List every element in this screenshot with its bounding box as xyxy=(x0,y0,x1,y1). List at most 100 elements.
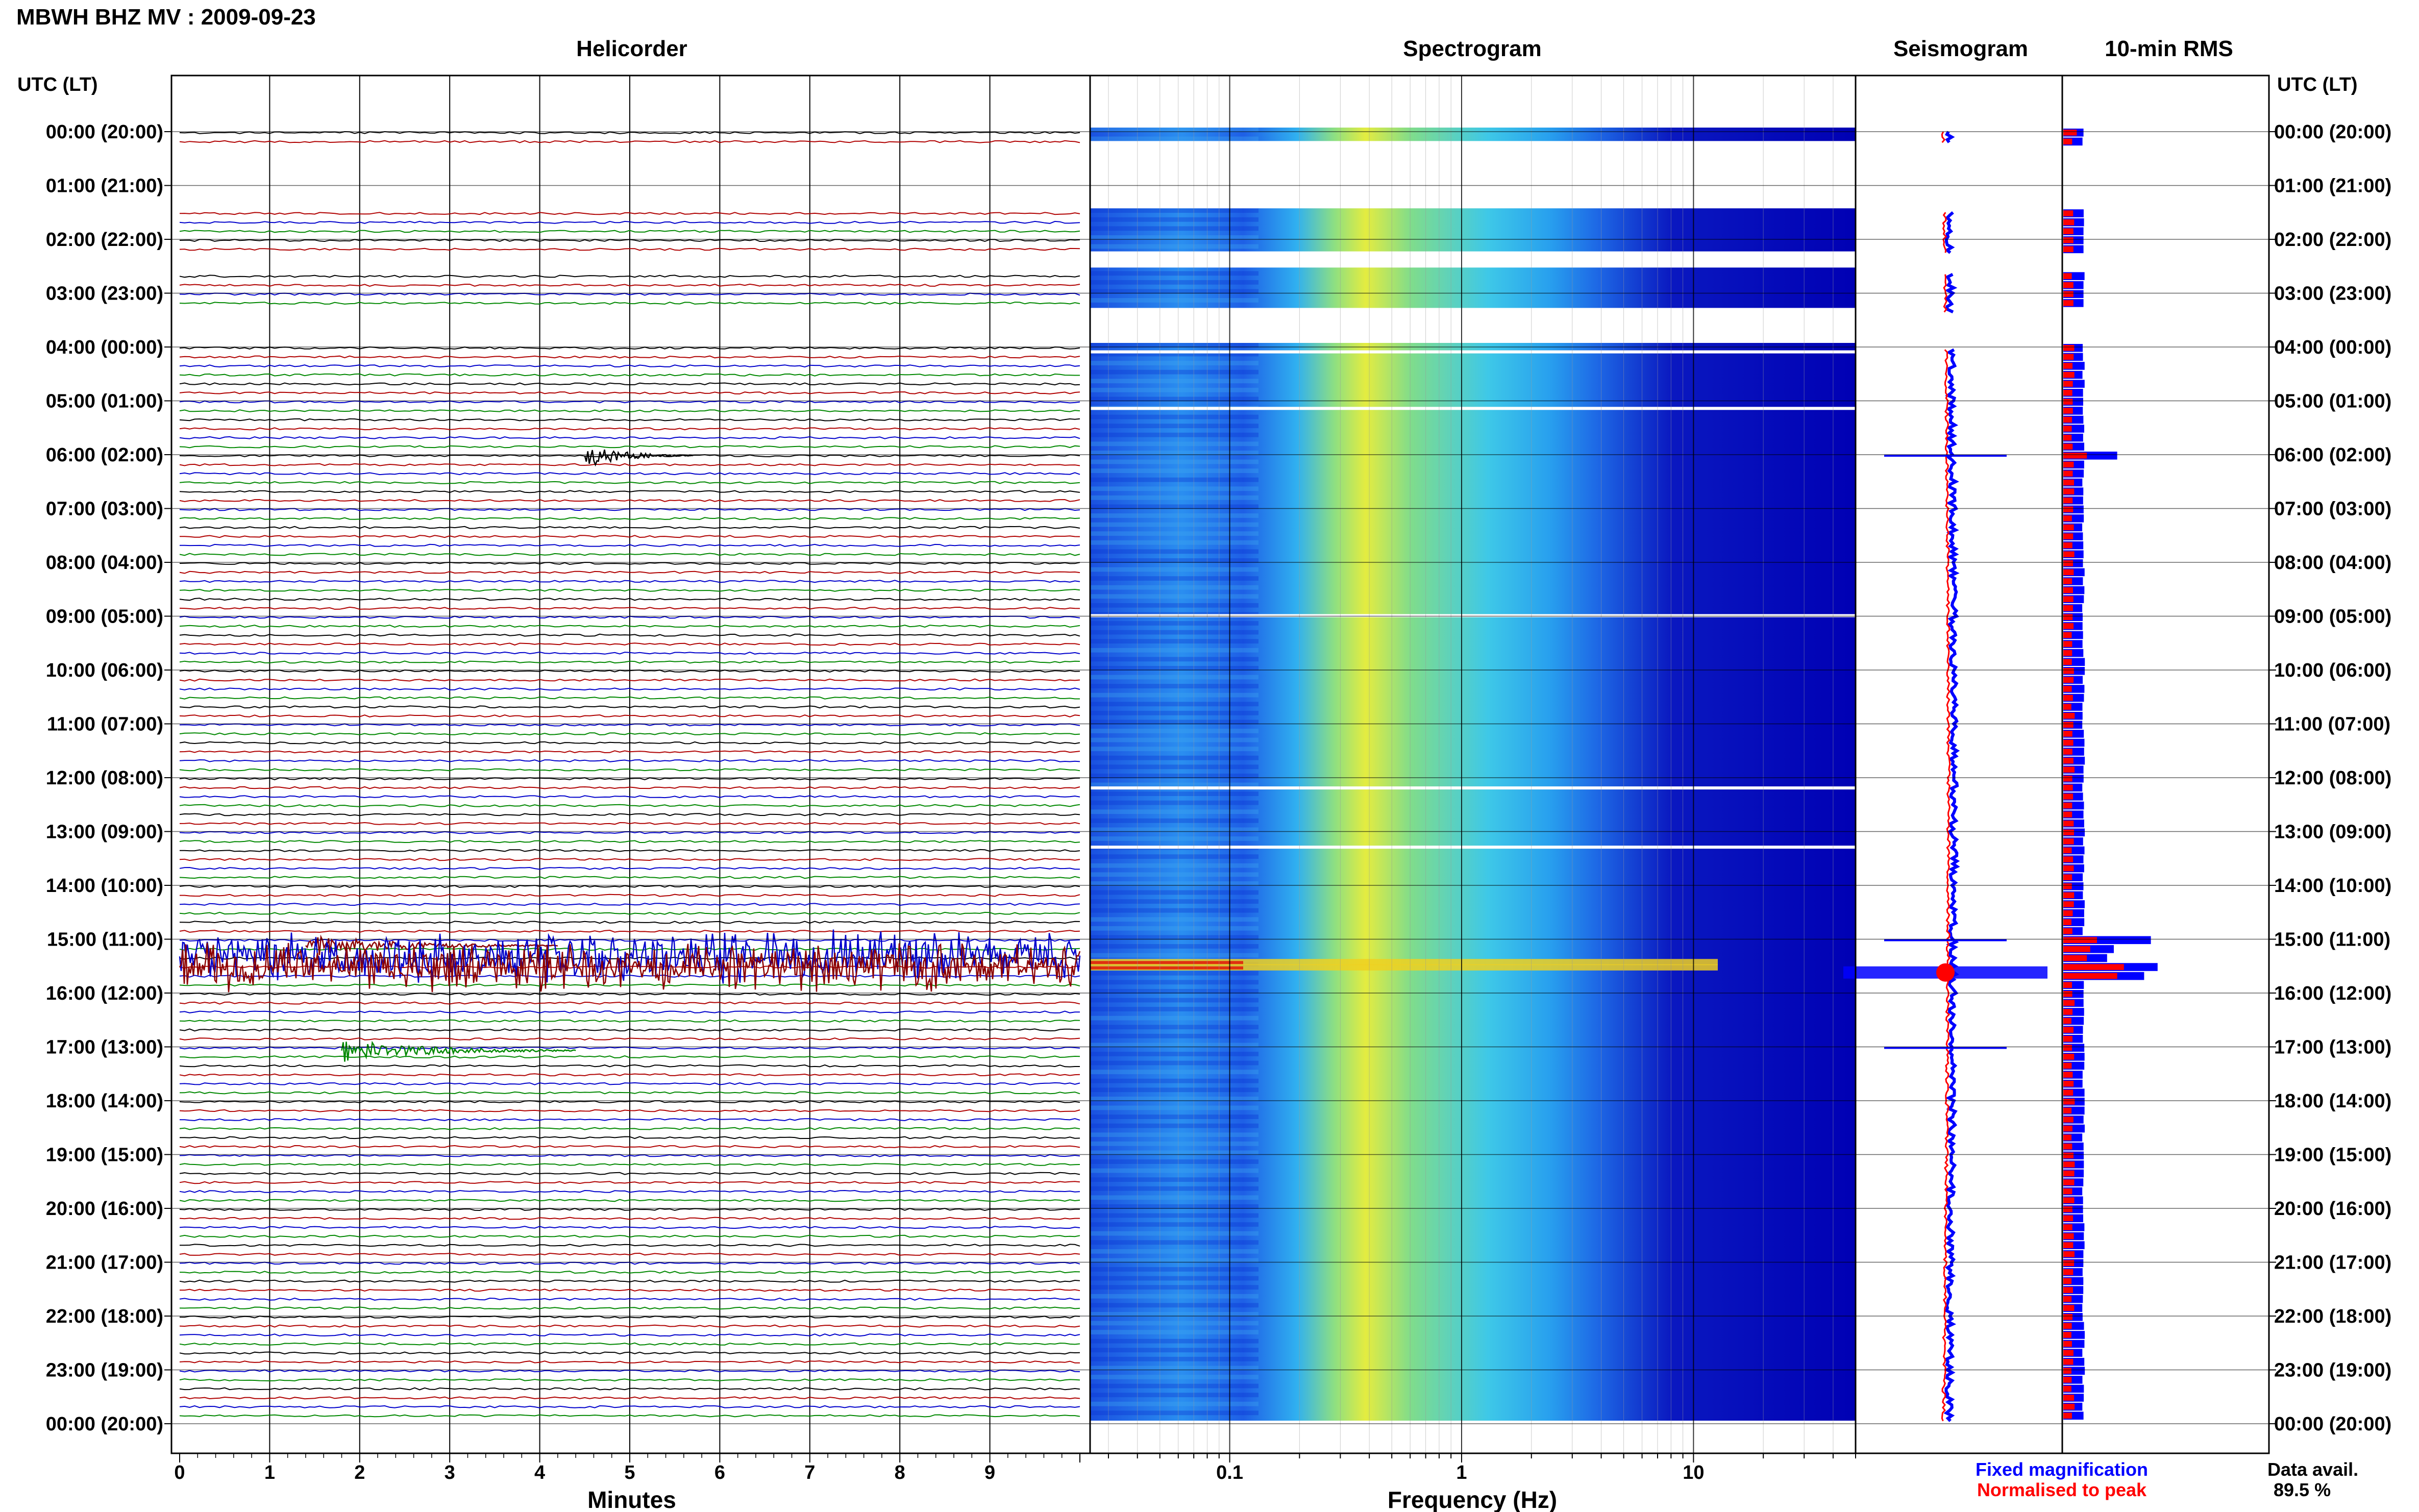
rms-bar-normalised xyxy=(2063,766,2075,773)
helicorder-trace xyxy=(179,580,1080,583)
helicorder-trace xyxy=(180,1136,1080,1139)
helicorder-trace xyxy=(179,1001,1080,1005)
spectrogram-data-gap xyxy=(1090,251,1856,268)
rms-bar-normalised xyxy=(2063,1072,2073,1078)
rms-bar-normalised xyxy=(2063,551,2075,557)
helicorder-trace xyxy=(179,409,1080,413)
spectrogram-row-texture xyxy=(1090,567,1258,572)
helicorder-trace xyxy=(179,1091,1080,1095)
hour-label-left: 19:00 (15:00) xyxy=(46,1145,163,1166)
helicorder-trace xyxy=(179,732,1080,736)
rms-bar-normalised xyxy=(2063,892,2075,899)
helicorder-trace xyxy=(179,283,1080,287)
hour-label-left: 03:00 (23:00) xyxy=(46,283,163,305)
helicorder-trace xyxy=(179,346,1080,350)
helicorder-trace xyxy=(179,445,1080,449)
helicorder-trace xyxy=(179,1207,1080,1211)
helicorder-trace xyxy=(179,373,1080,377)
spectrogram-row-texture xyxy=(1090,1132,1258,1137)
spectrogram-row-texture xyxy=(1090,1141,1258,1146)
rms-bar-normalised xyxy=(2063,1287,2073,1293)
spectrogram-missing-row xyxy=(1090,407,1856,410)
spectrogram-tick-label: 1 xyxy=(1456,1462,1467,1483)
seismogram-fixed-trace xyxy=(1943,131,1960,1422)
rms-bar-normalised xyxy=(2063,291,2074,298)
hour-label-right: 23:00 (19:00) xyxy=(2274,1360,2391,1381)
helicorder-trace xyxy=(179,131,1080,135)
rms-bar-normalised xyxy=(2063,560,2074,566)
spectrogram-row-texture xyxy=(1090,971,1258,976)
helicorder-trace xyxy=(179,651,1080,655)
spectrogram-row-texture xyxy=(1090,791,1258,796)
spectrogram-row-texture xyxy=(1090,136,1258,141)
hour-label-left: 15:00 (11:00) xyxy=(47,929,163,951)
spectrogram-row-texture xyxy=(1090,935,1258,940)
hour-label-left: 00:00 (20:00) xyxy=(46,121,163,143)
spectrogram-row-texture xyxy=(1090,451,1258,455)
rms-bar-normalised xyxy=(2063,847,2072,854)
rms-bar-normalised xyxy=(2063,928,2072,934)
rms-bar-normalised xyxy=(2063,919,2072,925)
helicorder-trace xyxy=(179,220,1080,224)
helicorder-trace xyxy=(179,750,1080,754)
helicorder-trace xyxy=(179,1037,1080,1040)
rms-bar-normalised xyxy=(2063,784,2073,791)
spectrogram-row-texture xyxy=(1090,289,1258,294)
spectrogram-missing-row xyxy=(1090,614,1856,617)
spectrogram-row-texture xyxy=(1090,387,1258,392)
helicorder-trace xyxy=(179,866,1080,870)
seismogram-panel xyxy=(1856,76,2062,1453)
spectrogram-row-texture xyxy=(1090,585,1258,590)
helicorder-xlabel: Minutes xyxy=(587,1486,676,1512)
spectrogram-row-texture xyxy=(1090,226,1258,231)
spectrogram-row-texture xyxy=(1090,576,1258,581)
spectrogram-row-texture xyxy=(1090,1087,1258,1093)
rms-bar-normalised xyxy=(2063,731,2072,737)
rms-bar-normalised xyxy=(2063,1260,2075,1267)
spectrogram-row-texture xyxy=(1090,558,1258,563)
rms-bar-normalised xyxy=(2063,964,2124,970)
rms-bar-normalised xyxy=(2063,488,2075,494)
helicorder-trace xyxy=(179,1082,1080,1085)
helicorder-trace xyxy=(179,481,1080,484)
helicorder-trace xyxy=(179,1154,1080,1157)
helicorder-trace xyxy=(179,1145,1080,1148)
hour-label-right: 02:00 (22:00) xyxy=(2274,229,2391,251)
helicorder-trace xyxy=(179,508,1080,511)
rms-bar-normalised xyxy=(2063,1170,2075,1177)
helicorder-trace xyxy=(179,714,1080,717)
hour-label-left: 04:00 (00:00) xyxy=(46,337,163,358)
rms-bar-normalised xyxy=(2063,1089,2074,1096)
helicorder-trace xyxy=(179,759,1080,762)
spectrogram-row-texture xyxy=(1090,1105,1258,1110)
spectrogram-data-gap xyxy=(1090,141,1856,209)
rms-bar-normalised xyxy=(2063,596,2074,602)
helicorder-trace xyxy=(179,427,1080,431)
helicorder-tick-label: 4 xyxy=(534,1462,545,1483)
helicorder-trace xyxy=(179,517,1080,520)
helicorder-trace xyxy=(179,1127,1080,1130)
spectrogram-row-texture xyxy=(1090,1195,1258,1200)
rms-bar-normalised xyxy=(2063,1035,2072,1042)
hour-label-left: 13:00 (09:00) xyxy=(46,822,163,843)
rms-bar-normalised xyxy=(2063,1009,2073,1015)
hour-label-right: 05:00 (01:00) xyxy=(2274,391,2391,412)
hour-label-right: 00:00 (20:00) xyxy=(2274,1414,2391,1435)
rms-bar-normalised xyxy=(2063,1188,2072,1195)
rms-bar-normalised xyxy=(2063,1251,2075,1257)
spectrogram-row-texture xyxy=(1090,702,1258,707)
spectrogram-row-texture xyxy=(1090,235,1258,240)
helicorder-events xyxy=(179,449,1081,1062)
hour-label-right: 20:00 (16:00) xyxy=(2274,1198,2391,1220)
rms-bar-normalised xyxy=(2063,973,2117,979)
rms-bar-normalised xyxy=(2063,1062,2072,1069)
helicorder-trace xyxy=(180,1118,1080,1122)
rms-bar-normalised xyxy=(2063,1099,2075,1105)
spectrogram-event-peak xyxy=(1090,966,1243,970)
rms-bar-normalised xyxy=(2063,1314,2073,1320)
rms-bar-normalised xyxy=(2063,1377,2072,1383)
rms-bar-normalised xyxy=(2063,497,2073,504)
rms-bar-normalised xyxy=(2063,955,2087,961)
spectrogram-row-texture xyxy=(1090,747,1258,752)
helicorder-trace xyxy=(179,418,1080,422)
